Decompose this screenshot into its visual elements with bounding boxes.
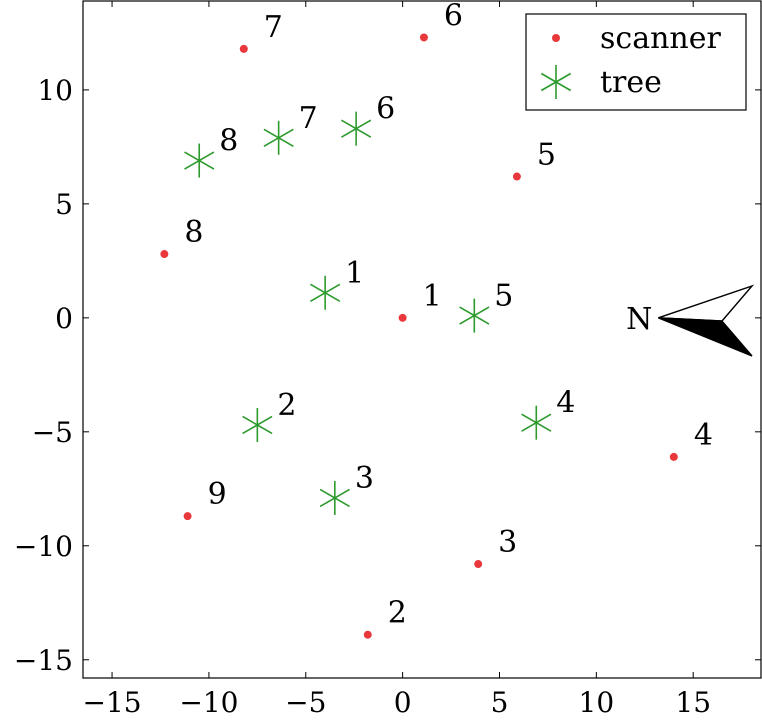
tree-point-label: 7 (299, 101, 318, 136)
tree-point (459, 298, 490, 333)
data-marks: 1 2 3 4 5 6 7 8 9 1 2 3 4 5 6 7 8 (160, 0, 713, 639)
x-tick-label: −10 (179, 686, 238, 719)
scanner-point (239, 44, 248, 53)
tree-point (521, 405, 552, 440)
scanner-point-label: 7 (264, 10, 283, 45)
scanner-point-label: 2 (388, 596, 407, 631)
scanner-point (398, 313, 407, 322)
scanner-point (160, 250, 169, 259)
tree-point-label: 8 (219, 124, 238, 159)
scanner-point (363, 630, 372, 639)
legend-label: tree (600, 65, 662, 100)
scanner-point-label: 3 (498, 525, 517, 560)
legend-item-scanner: scanner (552, 21, 721, 56)
y-tick-label: 0 (55, 302, 73, 335)
tree-point (184, 143, 215, 178)
y-tick-label: −15 (14, 644, 73, 677)
x-tick-label: 0 (394, 686, 412, 719)
legend: scanner tree (525, 13, 747, 111)
plot-area-frame (82, 0, 762, 679)
x-tick-label: 10 (579, 686, 615, 719)
tree-point (319, 480, 350, 515)
legend-tree-marker (540, 65, 572, 99)
tree-point (341, 111, 372, 146)
series-tree: 1 2 3 4 5 6 7 8 (184, 92, 575, 515)
x-tick-label: 5 (491, 686, 509, 719)
y-tick-label: 5 (55, 188, 73, 221)
scanner-point-label: 6 (444, 0, 463, 33)
north-arrow: N (626, 284, 755, 357)
x-tick-label: −5 (285, 686, 326, 719)
tree-point (242, 407, 273, 442)
legend-box (525, 13, 747, 111)
tree-point-label: 5 (494, 279, 513, 314)
y-tick-label: 10 (37, 74, 73, 107)
scanner-point-label: 9 (208, 477, 227, 512)
scanner-point-label: 5 (537, 138, 556, 173)
x-tick-label: 15 (675, 686, 711, 719)
scanner-point (512, 172, 521, 181)
legend-label: scanner (600, 21, 721, 56)
scanner-point-label: 8 (184, 215, 203, 250)
tree-point (310, 275, 341, 310)
legend-scanner-marker (552, 34, 560, 42)
x-tick-label: −15 (83, 686, 142, 719)
tree-point-label: 4 (556, 386, 575, 421)
tree-point-label: 3 (355, 461, 374, 496)
north-arrow-upper (658, 284, 755, 322)
tree-point-label: 2 (277, 388, 296, 423)
y-tick-label: −10 (14, 530, 73, 563)
north-arrow-lower (658, 317, 753, 357)
y-tick-label: −5 (32, 416, 73, 449)
tree-point-label: 6 (376, 92, 395, 127)
legend-item-tree: tree (540, 65, 662, 100)
tree-point-label: 1 (345, 256, 364, 291)
scanner-point (669, 452, 678, 461)
scanner-point (183, 512, 192, 521)
scanner-point (474, 560, 483, 569)
series-scanner: 1 2 3 4 5 6 7 8 9 (160, 0, 713, 639)
scanner-point-label: 4 (694, 418, 713, 453)
scanner-point-label: 1 (423, 279, 442, 314)
scanner-point (419, 33, 428, 42)
north-arrow-label: N (626, 302, 652, 337)
tree-point (263, 120, 294, 155)
